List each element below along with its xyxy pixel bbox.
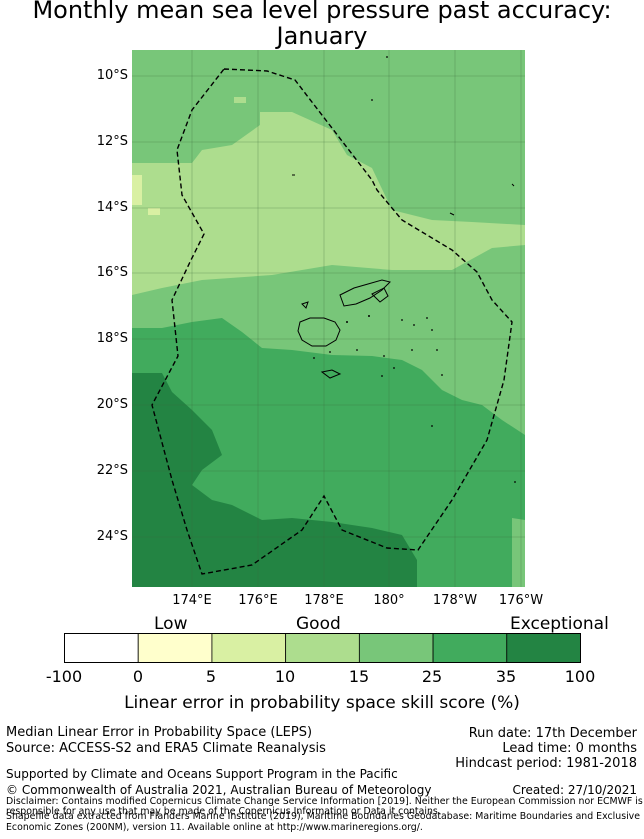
island-viti-levu xyxy=(297,317,341,347)
colorbar-label: Linear error in probability space skill … xyxy=(124,693,520,713)
lat-label: 20°S xyxy=(96,397,128,412)
colorbar-tick: 0 xyxy=(132,667,144,686)
colorbar-segment xyxy=(358,633,434,663)
lat-label: 24°S xyxy=(96,529,128,544)
island-kadavu xyxy=(320,369,342,379)
island-small-1 xyxy=(449,212,455,216)
copyright-text: © Commonwealth of Australia 2021, Austra… xyxy=(6,783,432,797)
lon-label: 178°W xyxy=(432,593,478,608)
lon-label: 176°W xyxy=(498,593,544,608)
colorbar-segment xyxy=(506,633,581,663)
created-text: Created: 27/10/2021 xyxy=(512,783,637,797)
island-dots xyxy=(313,56,516,483)
disclaimer-line2: responsible for any use that may be made… xyxy=(6,806,441,817)
map-region-edge xyxy=(512,518,525,550)
island-vanua-levu xyxy=(339,279,391,307)
map-region-exceptional xyxy=(132,373,417,587)
chart-title-line2: January xyxy=(276,22,368,50)
colorbar-segment xyxy=(137,633,213,663)
lon-label: 176°E xyxy=(238,593,278,608)
island-yasawa xyxy=(301,301,309,309)
colorbar-segment xyxy=(211,633,287,663)
colorbar-tick: 15 xyxy=(348,667,370,686)
shapefile-line1: Shapefile data extracted from Flanders M… xyxy=(6,811,640,822)
lat-label: 14°S xyxy=(96,200,128,215)
colorbar xyxy=(64,633,581,663)
map-region-fair-small xyxy=(148,208,160,215)
colorbar-segment xyxy=(64,633,139,663)
method-text: Median Linear Error in Probability Space… xyxy=(6,725,313,740)
colorbar-tick: -100 xyxy=(45,667,83,686)
lat-label: 16°S xyxy=(96,265,128,280)
colorbar-category-low: Low xyxy=(154,614,188,634)
lead-time-text: Lead time: 0 months xyxy=(502,741,637,756)
support-text: Supported by Climate and Oceans Support … xyxy=(6,767,398,781)
chart-title-line1: Monthly mean sea level pressure past acc… xyxy=(32,0,612,24)
map-region-good xyxy=(132,112,525,295)
map-region-good-small xyxy=(234,97,246,103)
colorbar-tick: 35 xyxy=(495,667,517,686)
lon-label: 178°E xyxy=(304,593,344,608)
lon-label: 174°E xyxy=(172,593,212,608)
disclaimer-line1: Disclaimer: Contains modified Copernicus… xyxy=(6,796,643,807)
colorbar-frame xyxy=(64,633,581,663)
colorbar-category-exceptional: Exceptional xyxy=(510,614,609,634)
run-date-text: Run date: 17th December xyxy=(468,726,637,741)
lat-label: 18°S xyxy=(96,331,128,346)
source-text: Source: ACCESS-S2 and ERA5 Climate Reana… xyxy=(6,741,326,756)
eez-boundary xyxy=(151,68,513,575)
colorbar-tick: 10 xyxy=(274,667,296,686)
colorbar-tick: 25 xyxy=(421,667,443,686)
hindcast-text: Hindcast period: 1981-2018 xyxy=(455,756,637,771)
lat-label: 12°S xyxy=(96,134,128,149)
lat-label: 10°S xyxy=(96,68,128,83)
skill-map xyxy=(132,50,525,587)
colorbar-tick: 5 xyxy=(205,667,217,686)
colorbar-segment xyxy=(285,633,360,663)
colorbar-segments xyxy=(64,633,581,663)
colorbar-tick: 100 xyxy=(564,667,596,686)
colorbar-segment xyxy=(432,633,508,663)
colorbar-category-good: Good xyxy=(296,614,341,634)
map-region-fair xyxy=(132,175,142,205)
lat-label: 22°S xyxy=(96,463,128,478)
shapefile-line2: Economic Zones (200NM), version 11. Avai… xyxy=(6,822,423,833)
island-taveuni xyxy=(371,287,389,303)
lon-label: 180° xyxy=(373,593,405,608)
island-small-2 xyxy=(511,183,515,187)
islands xyxy=(292,174,515,379)
